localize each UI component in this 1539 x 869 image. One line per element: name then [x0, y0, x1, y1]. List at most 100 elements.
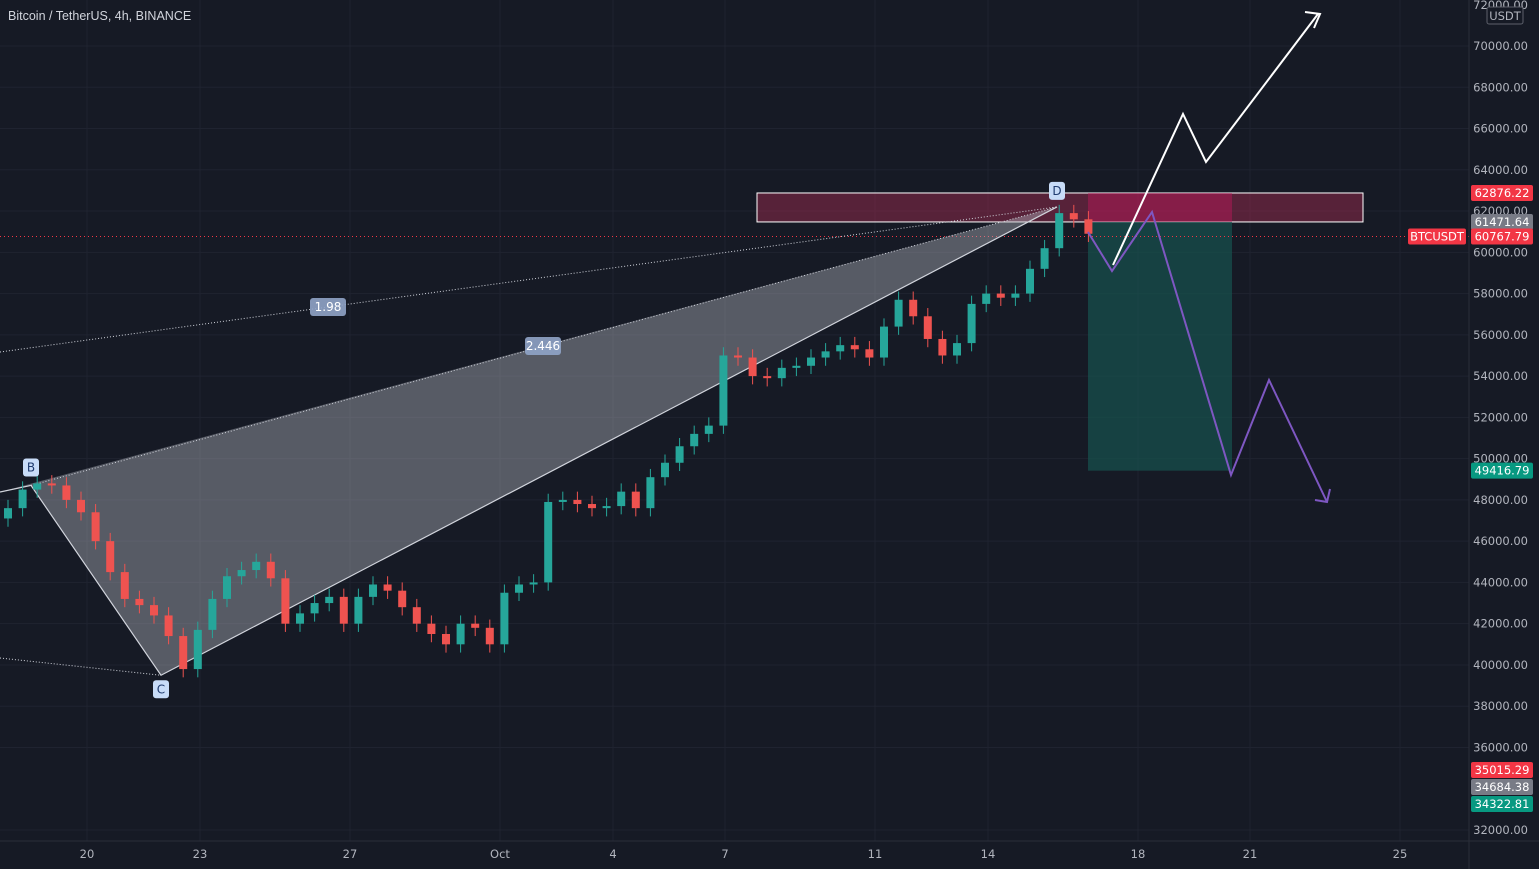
candle-body: [1026, 268, 1034, 294]
candle: [223, 567, 231, 608]
price-label: 58000.00: [1473, 287, 1528, 301]
price-label: 50000.00: [1473, 452, 1528, 466]
candle-body: [763, 376, 772, 379]
price-tag-box: [1471, 462, 1533, 479]
point-badge: [1049, 181, 1065, 200]
candle: [675, 438, 684, 472]
time-label: 20: [80, 847, 95, 861]
candle: [1026, 260, 1034, 302]
candle: [821, 343, 830, 366]
candle: [150, 596, 158, 624]
candle: [807, 349, 815, 375]
candle-body: [631, 491, 640, 509]
candle-body: [354, 596, 363, 624]
candle-body: [471, 623, 480, 628]
candle-body: [456, 623, 465, 645]
candle-body: [953, 343, 961, 356]
time-label: 23: [193, 847, 208, 861]
time-label: 4: [609, 847, 616, 861]
candle-body: [62, 485, 71, 500]
candle-body: [690, 433, 699, 447]
candle-body: [807, 357, 815, 366]
price-label: 42000.00: [1473, 617, 1528, 631]
candle: [909, 291, 918, 325]
candle-body: [77, 499, 85, 513]
price-tag-box: [1471, 184, 1533, 201]
candle: [1040, 239, 1049, 278]
price-tag-value: 60767.79: [1475, 229, 1530, 243]
stop-zone: [1088, 192, 1232, 222]
candle-body: [719, 355, 728, 426]
candle: [442, 625, 450, 653]
candle: [792, 357, 801, 377]
candle: [325, 588, 334, 612]
candle-body: [1011, 293, 1020, 298]
price-label: 46000.00: [1473, 534, 1528, 548]
candle: [850, 336, 859, 358]
candle: [734, 347, 742, 366]
pattern-fill: [0, 206, 1057, 676]
symbol-legend[interactable]: Bitcoin / TetherUS, 4h, BINANCE: [8, 9, 191, 23]
candle-body: [208, 598, 217, 630]
candle-body: [865, 349, 874, 358]
candle-body: [412, 607, 421, 624]
candle: [1069, 204, 1078, 228]
price-label: 64000.00: [1473, 163, 1528, 177]
candle-body: [383, 584, 392, 591]
candle-body: [777, 367, 786, 379]
candle-body: [296, 613, 304, 624]
candle-body: [704, 425, 713, 434]
candle: [135, 590, 144, 614]
candle-body: [880, 326, 888, 358]
candle-body: [836, 345, 845, 352]
candle-body: [573, 499, 582, 505]
price-label: 44000.00: [1473, 575, 1528, 589]
candle: [602, 497, 611, 517]
candle: [982, 285, 991, 313]
candle: [354, 588, 363, 632]
candle-body: [748, 357, 757, 377]
ratio-badge: [310, 298, 346, 316]
price-label: 54000.00: [1473, 369, 1528, 383]
candle: [427, 615, 436, 643]
candle: [179, 627, 188, 678]
candle-body: [996, 293, 1005, 298]
price-tag-value: 34322.81: [1475, 797, 1530, 811]
candle-body: [821, 351, 830, 358]
time-label: 27: [343, 847, 358, 861]
pattern-legs: [0, 206, 1058, 677]
ratio-line-xd: [0, 206, 1058, 353]
candle-body: [1055, 213, 1064, 249]
candle-body: [967, 303, 976, 344]
candle-body: [982, 293, 991, 304]
candle: [91, 504, 100, 550]
candle-body: [792, 365, 801, 368]
candle: [515, 576, 523, 601]
candle: [617, 483, 626, 515]
candle: [296, 605, 304, 632]
candle-body: [909, 299, 918, 317]
candle-body: [602, 506, 611, 509]
symbol-tag-label: BTCUSDT: [1410, 229, 1465, 243]
price-tag-value: 61471.64: [1475, 215, 1530, 229]
candle: [398, 582, 407, 616]
candle-body: [252, 561, 261, 571]
price-tag-value: 62876.22: [1475, 186, 1530, 200]
time-label: 18: [1131, 847, 1146, 861]
candle: [1055, 204, 1064, 257]
candle: [62, 477, 71, 509]
candle: [47, 475, 56, 494]
candle: [383, 576, 392, 599]
price-label: 48000.00: [1473, 493, 1528, 507]
candle-body: [588, 504, 596, 509]
candle-body: [150, 605, 158, 616]
candle: [18, 481, 27, 517]
time-label: 21: [1243, 847, 1258, 861]
candle: [339, 588, 348, 632]
price-label: 60000.00: [1473, 245, 1528, 259]
price-tag-value: 35015.29: [1475, 763, 1530, 777]
currency-badge[interactable]: USDT: [1486, 6, 1524, 25]
candle: [369, 576, 377, 606]
